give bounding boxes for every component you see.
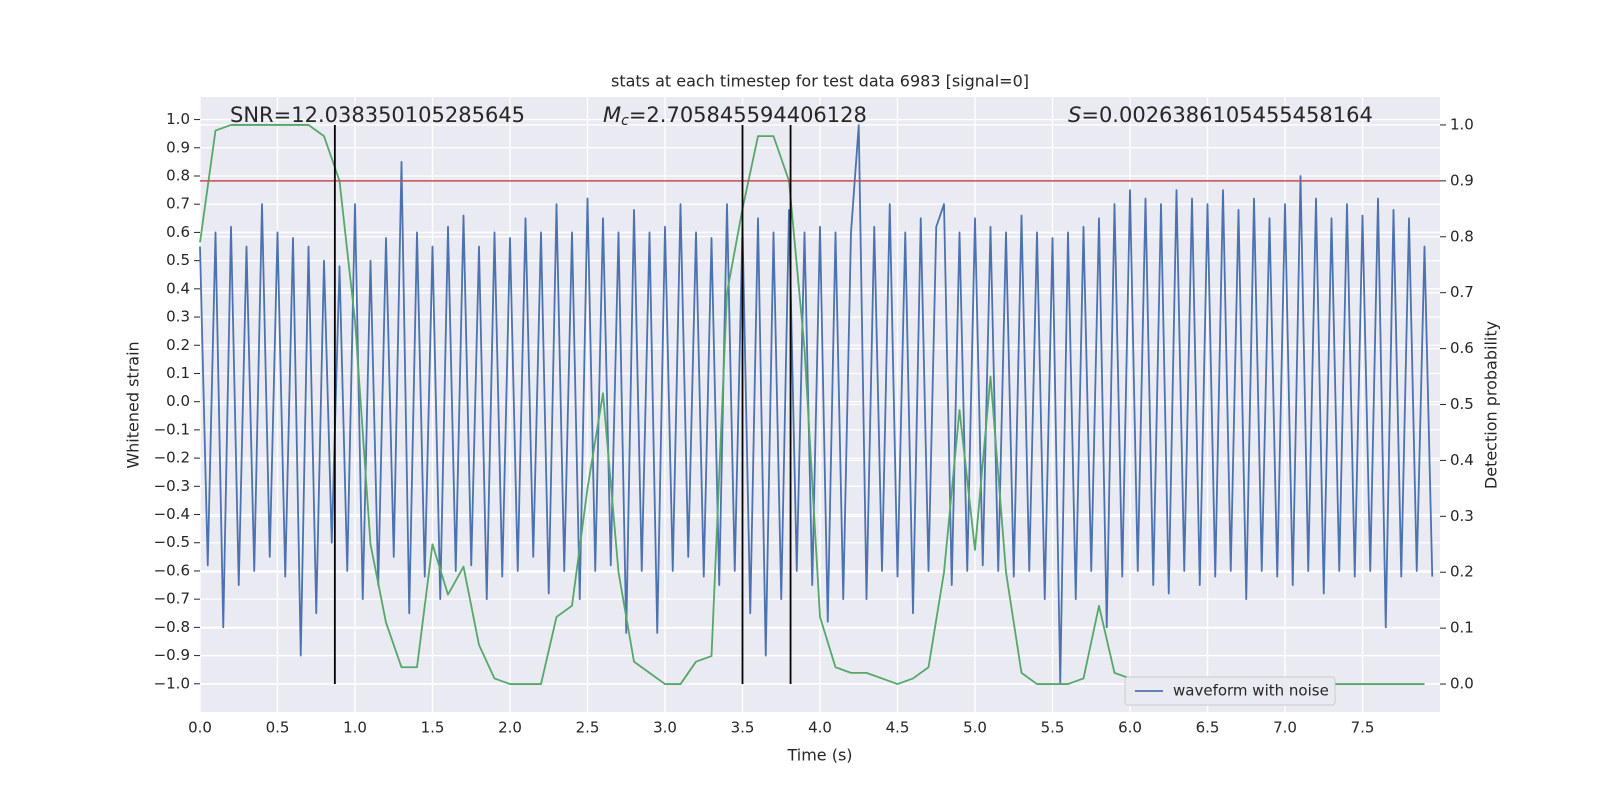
- x-tick-label: 0.5: [266, 719, 290, 737]
- y2-tick-label: 1.0: [1450, 115, 1474, 133]
- x-tick-label: 0.0: [188, 719, 212, 737]
- y2-tick-label: 0.9: [1450, 171, 1474, 189]
- y2-tick-label: 0.8: [1450, 227, 1474, 245]
- y2-tick-label: 0.5: [1450, 395, 1474, 413]
- y-tick-label: 0.9: [166, 138, 190, 156]
- x-tick-label: 3.0: [653, 719, 677, 737]
- x-axis-label: Time (s): [786, 746, 852, 765]
- legend-box: [1124, 676, 1336, 706]
- y-tick-label: −0.4: [154, 505, 190, 523]
- x-tick-label: 5.0: [963, 719, 987, 737]
- y-tick-label: 0.8: [166, 166, 190, 184]
- chart-title: stats at each timestep for test data 698…: [611, 72, 1029, 91]
- y-tick-label: 0.5: [166, 251, 190, 269]
- y-tick-label: −0.2: [154, 449, 190, 467]
- x-tick-label: 2.0: [498, 719, 522, 737]
- x-tick-label: 7.0: [1273, 719, 1297, 737]
- y2-tick-label: 0.2: [1450, 563, 1474, 581]
- y-tick-label: −0.5: [154, 533, 190, 551]
- y-tick-label: −0.7: [154, 590, 190, 608]
- x-tick-label: 2.5: [576, 719, 600, 737]
- annotation-text: SNR=12.038350105285645: [230, 103, 525, 127]
- annotation: Mc=2.705845594406128: [603, 103, 867, 129]
- y2-tick-label: 0.3: [1450, 507, 1474, 525]
- y-tick-label: −0.8: [154, 618, 190, 636]
- x-tick-label: 1.5: [421, 719, 445, 737]
- y-tick-label: 0.2: [166, 336, 190, 354]
- y-tick-label: 0.7: [166, 195, 190, 213]
- x-tick-label: 7.5: [1351, 719, 1375, 737]
- legend-label: waveform with noise: [1173, 682, 1329, 700]
- y-tick-label: −0.3: [154, 477, 190, 495]
- x-tick-label: 6.5: [1196, 719, 1220, 737]
- y-tick-label: 0.0: [166, 392, 190, 410]
- x-tick-label: 5.5: [1041, 719, 1065, 737]
- x-tick-label: 4.0: [808, 719, 832, 737]
- y-tick-label: −0.6: [154, 561, 190, 579]
- y2-tick-label: 0.7: [1450, 283, 1474, 301]
- y2-axis-label: Detection probability: [1482, 321, 1501, 489]
- annotation: S=0.0026386105455458164: [1068, 103, 1373, 127]
- y-axis-label: Whitened strain: [124, 341, 143, 468]
- y2-tick-label: 0.1: [1450, 619, 1474, 637]
- annotation-subscript: c: [621, 113, 629, 129]
- x-tick-label: 4.5: [886, 719, 910, 737]
- y2-tick-label: 0.0: [1450, 675, 1474, 693]
- annotation-text: =2.705845594406128: [629, 103, 867, 127]
- y2-tick-label: 0.4: [1450, 451, 1474, 469]
- y-tick-label: 0.6: [166, 223, 190, 241]
- y-tick-label: 0.1: [166, 364, 190, 382]
- x-tick-label: 6.0: [1118, 719, 1142, 737]
- y-tick-label: 0.4: [166, 279, 190, 297]
- y-tick-label: −0.9: [154, 646, 190, 664]
- y-tick-label: 1.0: [166, 110, 190, 128]
- annotation-text: =0.0026386105455458164: [1081, 103, 1373, 127]
- annotation: SNR=12.038350105285645: [230, 103, 525, 127]
- y2-tick-label: 0.6: [1450, 339, 1474, 357]
- annotation-symbol: S: [1068, 103, 1081, 127]
- x-tick-label: 3.5: [731, 719, 755, 737]
- x-tick-label: 1.0: [343, 719, 367, 737]
- series-line: [199, 124, 1434, 685]
- annotation-symbol: M: [603, 103, 621, 127]
- y-tick-label: 0.3: [166, 308, 190, 326]
- y-tick-label: −1.0: [154, 674, 190, 692]
- y-tick-label: −0.1: [154, 420, 190, 438]
